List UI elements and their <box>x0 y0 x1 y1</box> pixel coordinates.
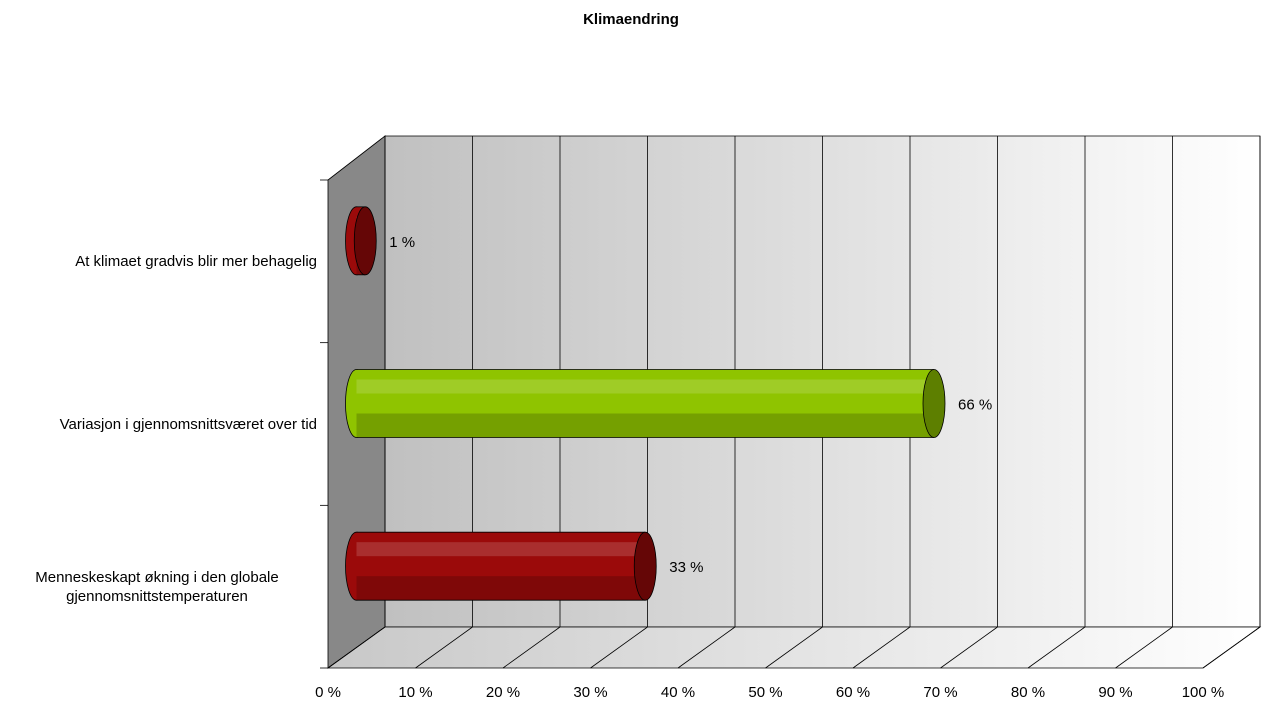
x-tick-label: 100 % <box>1182 684 1225 701</box>
bar <box>356 369 934 438</box>
floor-grid-line <box>1115 626 1173 669</box>
bar-end-shade <box>634 532 657 601</box>
floor-grid-line <box>1202 626 1261 669</box>
x-tick-label: 70 % <box>923 684 957 701</box>
bar <box>356 532 646 601</box>
category-label-text: Variasjon i gjennomsnittsværet over tid <box>59 415 317 433</box>
x-tick-label: 80 % <box>1011 684 1045 701</box>
x-tick-label: 10 % <box>398 684 432 701</box>
floor-grid-line <box>1027 626 1086 669</box>
bar-end-cap <box>353 206 377 276</box>
bar-lowlight <box>356 413 934 438</box>
bar-end-shade <box>354 206 377 275</box>
category-label: Variasjon i gjennomsnittsværet over tid <box>0 415 317 434</box>
value-label: 1 % <box>389 234 415 251</box>
category-label: Menneskeskapt økning i den globale gjenn… <box>0 568 317 606</box>
x-tick-label: 60 % <box>836 684 870 701</box>
chart-title: Klimaendring <box>583 11 679 28</box>
value-label: 66 % <box>958 396 992 413</box>
x-tick-label: 40 % <box>661 684 695 701</box>
bar-end-cap <box>633 531 657 601</box>
bar-end-shade <box>923 369 945 438</box>
x-tick-label: 90 % <box>1098 684 1132 701</box>
floor-grid-line <box>502 626 561 669</box>
x-tick-label: 20 % <box>486 684 520 701</box>
x-tick-label: 30 % <box>573 684 607 701</box>
category-label-text: At klimaet gradvis blir mer behagelig <box>75 252 317 270</box>
bar-end-cap <box>922 369 946 438</box>
bar-highlight <box>356 379 934 394</box>
category-label: At klimaet gradvis blir mer behagelig <box>0 252 317 271</box>
bar-highlight <box>356 542 646 557</box>
floor-grid-line <box>327 626 386 669</box>
x-tick-label: 50 % <box>748 684 782 701</box>
floor-grid-line <box>852 626 911 669</box>
floor-grid-line <box>677 626 736 669</box>
category-label-text: Menneskeskapt økning i den globale gjenn… <box>35 568 279 605</box>
value-label: 33 % <box>669 559 703 576</box>
floor-grid-line <box>765 626 823 669</box>
floor-grid-line <box>590 626 648 669</box>
floor-grid-line <box>415 626 473 669</box>
floor-grid-line <box>940 626 998 669</box>
bar-lowlight <box>356 576 646 601</box>
x-tick-label: 0 % <box>315 684 341 701</box>
